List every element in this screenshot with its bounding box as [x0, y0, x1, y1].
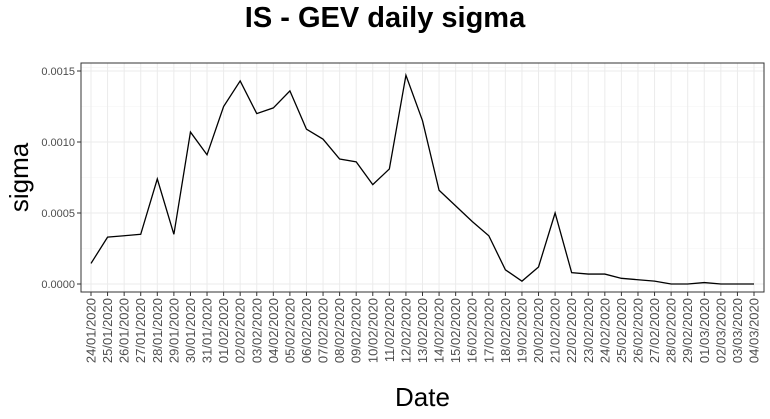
x-tick-label: 28/01/2020 — [150, 298, 165, 363]
x-axis-title: Date — [395, 382, 450, 412]
x-tick-label: 16/02/2020 — [465, 298, 480, 363]
x-tick-label: 19/02/2020 — [514, 298, 529, 363]
x-tick-label: 11/02/2020 — [382, 298, 397, 362]
x-tick-label: 30/01/2020 — [183, 298, 198, 363]
x-tick-label: 24/01/2020 — [84, 298, 99, 363]
x-tick-label: 15/02/2020 — [448, 298, 463, 363]
series-line — [90, 72, 754, 285]
x-tick-label: 02/03/2020 — [713, 298, 728, 363]
x-tick-label: 29/02/2020 — [680, 298, 695, 363]
y-tick-label: 0.0000 — [41, 279, 75, 291]
x-tick-label: 26/02/2020 — [630, 298, 645, 363]
x-tick-label: 20/02/2020 — [531, 298, 546, 363]
x-tick-label: 10/02/2020 — [365, 298, 380, 363]
x-tick-label: 08/02/2020 — [332, 298, 347, 363]
x-tick-label: 13/02/2020 — [415, 298, 430, 363]
x-tick-label: 09/02/2020 — [349, 298, 364, 363]
x-tick-label: 28/02/2020 — [664, 298, 679, 363]
x-tick-label: 14/02/2020 — [432, 298, 447, 363]
x-tick-label: 27/01/2020 — [133, 298, 148, 363]
x-tick-label: 04/02/2020 — [266, 298, 281, 363]
x-tick-label: 01/03/2020 — [697, 298, 712, 363]
x-tick-label: 27/02/2020 — [647, 298, 662, 363]
x-tick-label: 12/02/2020 — [398, 298, 413, 363]
x-tick-label: 05/02/2020 — [282, 298, 297, 363]
x-tick-label: 06/02/2020 — [299, 298, 314, 363]
x-tick-label: 22/02/2020 — [564, 298, 579, 363]
y-tick-label: 0.0005 — [41, 208, 75, 220]
y-axis-ticks: 0.0000 0.0005 0.0010 0.0015 — [41, 66, 81, 291]
x-tick-label: 03/03/2020 — [730, 298, 745, 363]
x-tick-label: 02/02/2020 — [233, 298, 248, 363]
x-tick-label: 29/01/2020 — [166, 298, 181, 363]
x-tick-label: 04/03/2020 — [747, 298, 762, 363]
x-tick-label: 07/02/2020 — [316, 298, 331, 363]
x-tick-label: 24/02/2020 — [597, 298, 612, 363]
chart-title: IS - GEV daily sigma — [244, 2, 526, 34]
x-tick-label: 03/02/2020 — [249, 298, 264, 363]
x-tick-label: 26/01/2020 — [117, 298, 132, 363]
x-tick-label: 25/01/2020 — [100, 298, 115, 363]
y-tick-label: 0.0010 — [41, 137, 75, 149]
major-gridlines — [81, 63, 764, 292]
y-axis-title: sigma — [4, 142, 34, 212]
y-tick-label: 0.0015 — [41, 66, 75, 78]
x-tick-label: 18/02/2020 — [498, 298, 513, 363]
x-tick-label: 31/01/2020 — [200, 298, 215, 363]
x-tick-label: 23/02/2020 — [581, 298, 596, 363]
x-tick-label: 25/02/2020 — [614, 298, 629, 363]
x-tick-label: 01/02/2020 — [216, 298, 231, 363]
x-axis-ticks: 24/01/2020 25/01/2020 26/01/2020 27/01/2020… — [84, 292, 762, 363]
x-tick-label: 17/02/2020 — [481, 298, 496, 363]
x-tick-label: 21/02/2020 — [548, 298, 563, 363]
